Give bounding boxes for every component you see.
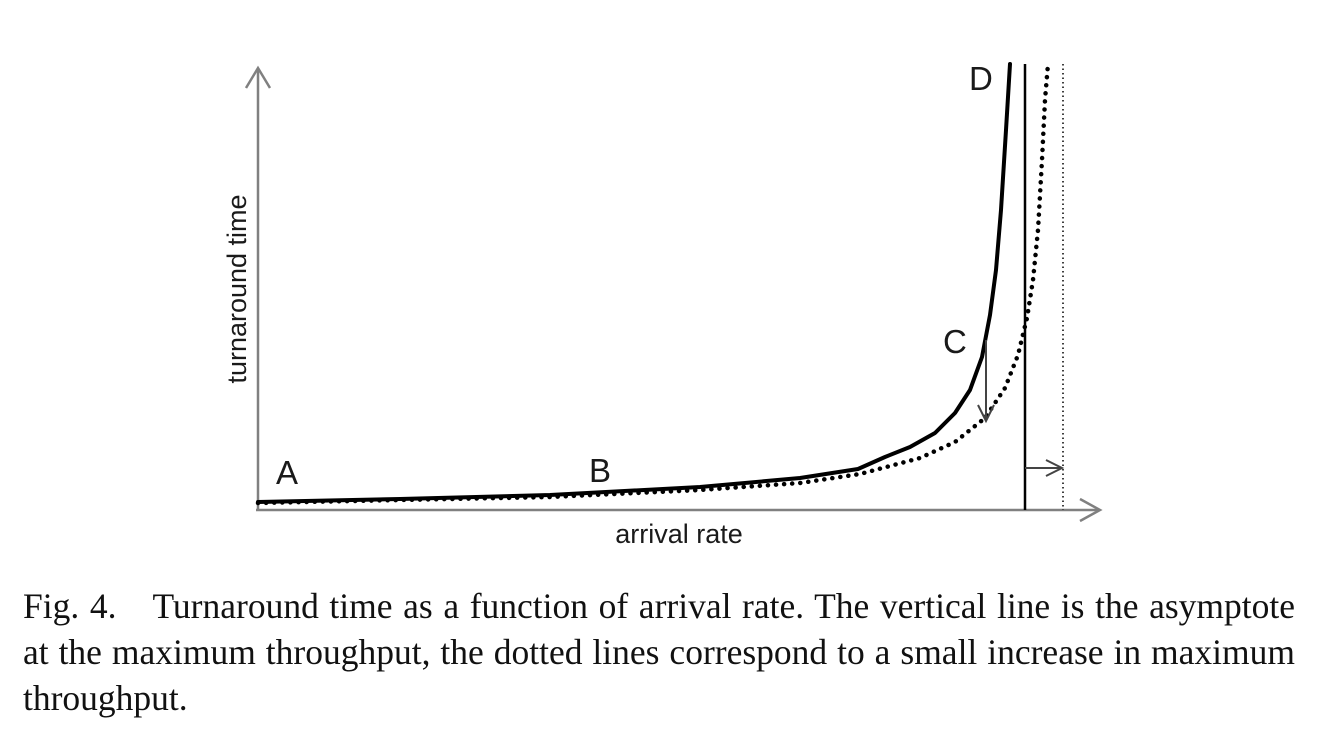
y-axis	[244, 65, 272, 510]
x-axis-arrowhead	[1079, 497, 1103, 523]
y-axis-arrowhead	[244, 65, 272, 89]
c-down-arrow	[977, 340, 995, 424]
x-axis	[256, 497, 1103, 523]
asymptote-shift-arrow-head	[1045, 459, 1065, 477]
figure-caption-label: Fig. 4.	[23, 586, 117, 626]
x-axis-label: arrival rate	[615, 519, 743, 549]
c-down-arrow-head	[977, 404, 995, 424]
point-label-b: B	[589, 452, 611, 489]
y-axis-label: turnaround time	[222, 194, 252, 383]
turnaround-diagram: A B C D arrival rate turnaround time	[222, 60, 1103, 549]
figure-caption-text: Turnaround time as a function of arrival…	[23, 586, 1296, 718]
point-label-a: A	[276, 454, 298, 491]
improved-curve	[255, 61, 1051, 506]
asymptote-shift-arrow	[1025, 459, 1065, 477]
original-curve	[256, 62, 1012, 504]
point-label-d: D	[969, 60, 993, 97]
point-label-c: C	[943, 323, 967, 360]
figure-caption: Fig. 4. Turnaround time as a function of …	[23, 583, 1295, 721]
